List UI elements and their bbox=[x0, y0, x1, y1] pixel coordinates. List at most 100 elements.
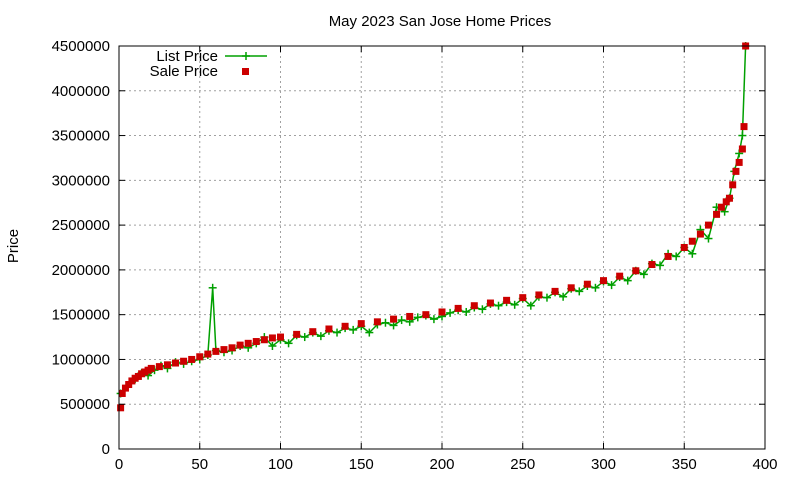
sale-price-point bbox=[325, 325, 333, 333]
series-list-price bbox=[116, 42, 750, 398]
y-axis-label: Price bbox=[5, 229, 22, 263]
sale-price-point bbox=[648, 261, 656, 269]
y-tick-label: 500000 bbox=[60, 396, 110, 413]
list-price-point bbox=[656, 261, 665, 270]
list-price-point bbox=[300, 333, 309, 342]
list-price-point bbox=[542, 293, 551, 302]
y-tick-label: 3000000 bbox=[52, 172, 110, 189]
sale-price-point bbox=[390, 315, 398, 323]
y-tick-label: 1000000 bbox=[52, 351, 110, 368]
list-price-point bbox=[575, 287, 584, 296]
x-tick-label: 100 bbox=[268, 456, 293, 473]
x-tick-label: 400 bbox=[752, 456, 777, 473]
list-price-point bbox=[268, 342, 277, 351]
chart-title: May 2023 San Jose Home Prices bbox=[329, 13, 552, 30]
sale-price-point bbox=[147, 364, 155, 372]
sale-price-point bbox=[551, 287, 559, 295]
sale-price-point bbox=[519, 294, 527, 302]
list-price-point bbox=[316, 332, 325, 341]
sale-price-point bbox=[738, 145, 746, 153]
sale-price-point bbox=[268, 334, 276, 342]
sale-price-point bbox=[470, 302, 478, 310]
sale-price-point bbox=[341, 322, 349, 330]
sale-price-point bbox=[454, 304, 462, 312]
sale-price-point bbox=[600, 277, 607, 285]
list-price-point bbox=[349, 325, 358, 334]
sale-price-point bbox=[163, 361, 171, 369]
sale-price-point bbox=[567, 284, 575, 292]
y-tick-label: 1500000 bbox=[52, 307, 110, 324]
list-price-point bbox=[413, 313, 422, 322]
axis-ticks: 0 50 100 150 200 250 300 350 400 0 500000 1000000 15… bbox=[52, 38, 778, 473]
list-price-point bbox=[284, 339, 293, 348]
y-tick-label: 4000000 bbox=[52, 83, 110, 100]
sale-price-point bbox=[357, 320, 365, 328]
list-price-line bbox=[120, 45, 747, 395]
grid bbox=[119, 46, 765, 449]
list-price-point bbox=[526, 301, 535, 310]
list-price-point bbox=[688, 249, 697, 258]
sale-price-point bbox=[486, 299, 494, 307]
list-price-point bbox=[208, 283, 217, 292]
list-price-point bbox=[478, 305, 487, 314]
series-sale-price bbox=[117, 42, 750, 412]
sale-price-point bbox=[688, 237, 696, 245]
x-tick-label: 350 bbox=[672, 456, 697, 473]
list-price-point bbox=[429, 315, 438, 324]
y-tick-label: 4500000 bbox=[52, 38, 110, 55]
sale-price-point bbox=[503, 296, 511, 304]
list-price-point bbox=[389, 321, 398, 330]
y-tick-label: 0 bbox=[102, 441, 110, 458]
sale-price-point bbox=[373, 318, 381, 326]
sale-price-point bbox=[406, 312, 414, 320]
x-tick-label: 200 bbox=[429, 456, 454, 473]
list-price-point bbox=[397, 316, 406, 325]
sale-price-point bbox=[220, 346, 228, 354]
legend: List Price Sale Price bbox=[150, 48, 267, 80]
sale-price-point bbox=[717, 203, 725, 211]
sale-price-point bbox=[277, 333, 284, 341]
list-price-point bbox=[607, 281, 616, 290]
list-price-point bbox=[333, 328, 342, 337]
list-price-point bbox=[559, 292, 568, 301]
list-price-point bbox=[623, 276, 632, 285]
legend-marker-sale-price bbox=[242, 68, 249, 75]
sale-price-point bbox=[696, 230, 704, 238]
x-tick-label: 50 bbox=[191, 456, 208, 473]
sale-price-point bbox=[725, 194, 733, 202]
sale-price-point bbox=[722, 198, 730, 206]
sale-price-point bbox=[632, 267, 640, 275]
list-price-point bbox=[639, 270, 648, 279]
sale-price-point bbox=[664, 252, 672, 260]
legend-label-sale-price: Sale Price bbox=[150, 63, 218, 80]
list-price-point bbox=[591, 283, 600, 292]
sale-price-point bbox=[713, 210, 721, 218]
y-tick-label: 2000000 bbox=[52, 262, 110, 279]
list-price-point bbox=[381, 318, 390, 327]
legend-marker-list-price bbox=[242, 52, 250, 60]
sale-price-point bbox=[704, 221, 712, 229]
list-price-point bbox=[672, 252, 681, 261]
sale-price-point bbox=[180, 357, 188, 365]
sale-price-point bbox=[438, 308, 446, 316]
legend-label-list-price: List Price bbox=[156, 48, 218, 65]
sale-price-point bbox=[740, 123, 748, 131]
sale-price-point bbox=[535, 291, 543, 299]
sale-price-point bbox=[155, 363, 163, 371]
sale-price-point bbox=[735, 158, 743, 166]
sale-price-point bbox=[236, 341, 244, 349]
x-tick-label: 150 bbox=[349, 456, 374, 473]
sale-price-point bbox=[118, 389, 126, 397]
sale-price-point bbox=[680, 244, 688, 251]
sale-price-point bbox=[252, 338, 260, 346]
list-price-point bbox=[494, 301, 503, 310]
x-tick-label: 300 bbox=[591, 456, 616, 473]
list-price-point bbox=[446, 308, 455, 317]
y-tick-label: 2500000 bbox=[52, 217, 110, 234]
sale-price-point bbox=[422, 311, 430, 319]
sale-price-point bbox=[616, 272, 624, 280]
sale-price-point bbox=[583, 280, 591, 288]
sale-price-point bbox=[204, 350, 212, 358]
